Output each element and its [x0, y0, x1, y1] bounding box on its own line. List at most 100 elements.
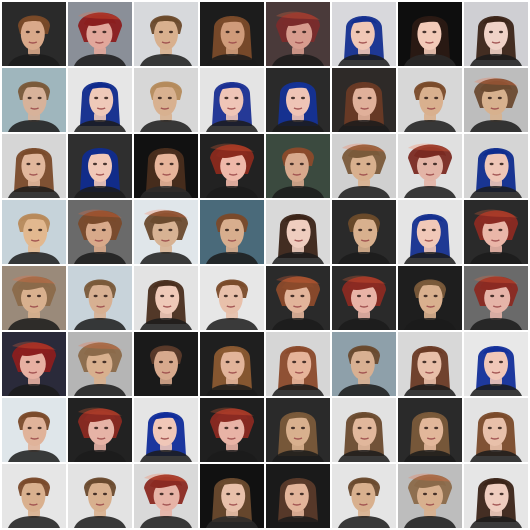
face: [350, 151, 377, 181]
shoulders: [272, 252, 324, 264]
face: [419, 84, 444, 116]
hair-fringe: [219, 479, 245, 486]
face: [353, 216, 378, 248]
left-eye: [292, 360, 297, 364]
face-tile: [68, 398, 132, 462]
right-eye: [101, 228, 106, 232]
shoulders: [8, 384, 60, 396]
hair-fringe: [285, 215, 311, 222]
gan-artifact: [78, 11, 122, 20]
face-image: [68, 332, 132, 396]
mouth: [161, 371, 171, 374]
face: [417, 348, 442, 380]
face-tile: [332, 398, 396, 462]
right-eye: [500, 294, 505, 298]
right-eye: [499, 360, 503, 364]
face: [154, 348, 178, 380]
right-eye: [36, 492, 41, 496]
gan-artifact: [12, 275, 56, 284]
right-eye: [167, 96, 172, 100]
left-eye: [424, 96, 429, 100]
left-eye: [157, 426, 162, 430]
hair-fringe: [218, 280, 246, 288]
mouth: [492, 173, 501, 176]
face-image: [68, 2, 132, 66]
face: [221, 480, 246, 512]
face-tile: [266, 200, 330, 264]
shoulders: [8, 516, 60, 528]
shoulders: [470, 450, 522, 462]
right-eye: [169, 162, 174, 166]
left-eye: [489, 30, 493, 34]
hair-fringe: [417, 215, 443, 222]
face: [284, 283, 311, 313]
face-image: [266, 464, 330, 528]
face: [21, 480, 46, 512]
hair-fringe: [86, 478, 114, 486]
mouth: [29, 503, 38, 506]
hair-fringe: [417, 347, 443, 354]
shoulders: [206, 318, 258, 330]
mouth: [425, 371, 434, 374]
face-image: [266, 2, 330, 66]
right-eye: [368, 228, 373, 232]
shoulders: [272, 516, 324, 528]
hair-fringe: [416, 280, 444, 288]
face-tile: [398, 398, 462, 462]
hair-fringe: [414, 477, 446, 488]
left-eye: [487, 96, 492, 100]
mouth: [425, 173, 435, 176]
face-image: [2, 2, 66, 66]
face: [218, 282, 243, 314]
face: [220, 18, 245, 50]
face-tile: [398, 2, 462, 66]
face-tile: [2, 200, 66, 264]
gan-artifact: [78, 407, 122, 416]
face-tile: [266, 266, 330, 330]
face-tile: [398, 200, 462, 264]
face-tile: [200, 200, 264, 264]
left-eye: [91, 228, 96, 232]
face-tile: [266, 134, 330, 198]
shoulders: [74, 318, 126, 330]
face-tile: [332, 200, 396, 264]
mouth: [160, 107, 170, 110]
shoulders: [140, 186, 192, 198]
left-eye: [291, 426, 295, 430]
face-tile: [134, 398, 198, 462]
right-eye: [431, 228, 436, 232]
face-image: [332, 398, 396, 462]
shoulders: [404, 54, 456, 66]
shoulders: [140, 54, 192, 66]
face-tile: [68, 2, 132, 66]
right-eye: [434, 426, 439, 430]
face-tile: [200, 464, 264, 528]
hair-fringe: [480, 279, 512, 290]
face-image: [134, 266, 198, 330]
shoulders: [8, 54, 60, 66]
left-eye: [27, 96, 32, 100]
face-image: [398, 464, 462, 528]
face-image: [200, 2, 264, 66]
shoulders: [140, 384, 192, 396]
shoulders: [470, 54, 522, 66]
mouth: [94, 239, 104, 242]
shoulders: [404, 384, 456, 396]
face: [20, 18, 45, 50]
shoulders: [74, 120, 126, 132]
face: [152, 217, 179, 247]
face-image: [68, 266, 132, 330]
shoulders: [404, 252, 456, 264]
left-eye: [225, 360, 230, 364]
shoulders: [74, 54, 126, 66]
left-eye: [28, 228, 33, 232]
face-tile: [464, 200, 528, 264]
shoulders: [140, 450, 192, 462]
hair-fringe: [84, 15, 116, 26]
gan-artifact: [408, 473, 452, 482]
left-eye: [423, 492, 427, 496]
face: [21, 283, 47, 313]
face: [352, 414, 377, 446]
face-tile: [2, 266, 66, 330]
